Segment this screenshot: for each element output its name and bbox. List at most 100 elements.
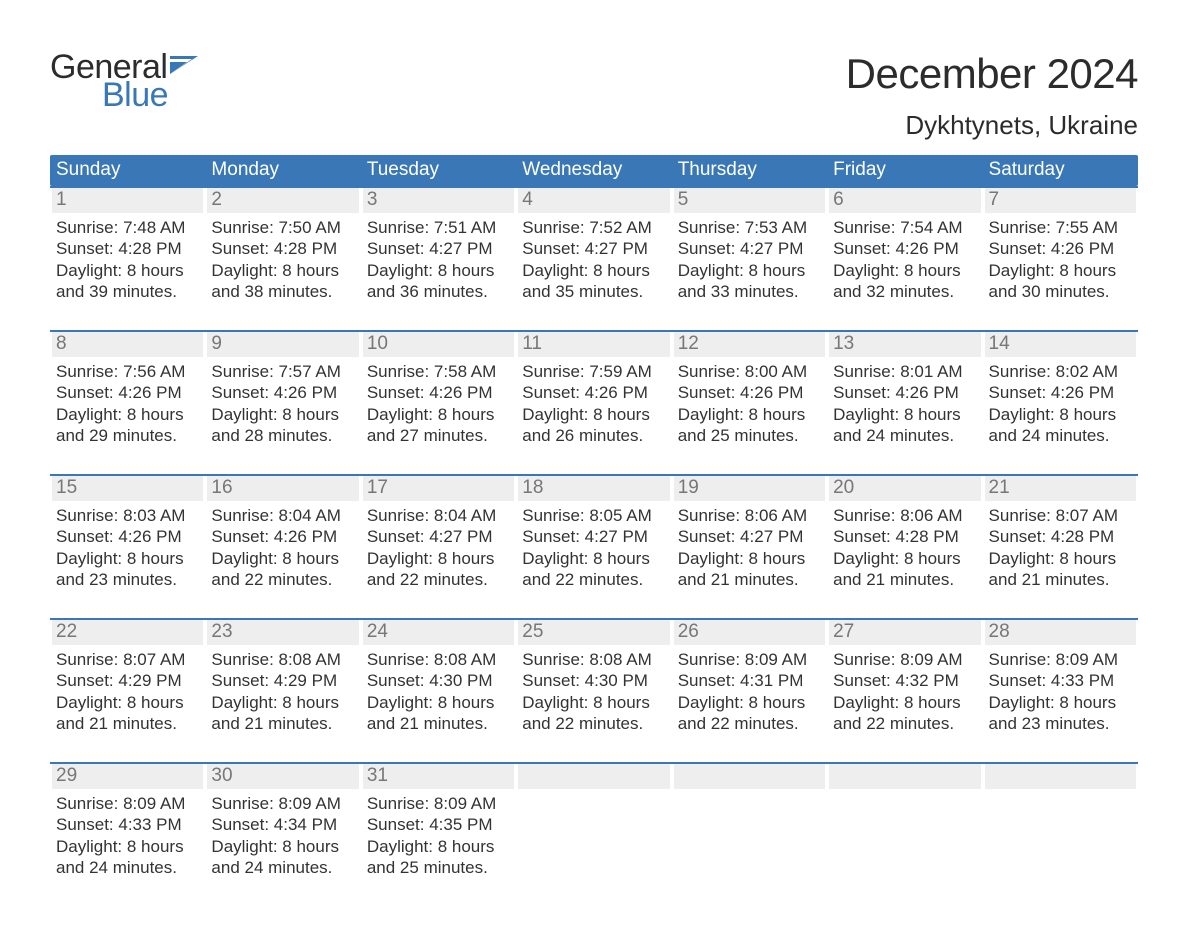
daylight-line-2: and 21 minutes. xyxy=(985,569,1136,590)
calendar-day: 14Sunrise: 8:02 AMSunset: 4:26 PMDayligh… xyxy=(983,332,1138,462)
sunrise-line: Sunrise: 7:55 AM xyxy=(985,217,1136,238)
daylight-line-1: Daylight: 8 hours xyxy=(985,692,1136,713)
sunset-line: Sunset: 4:26 PM xyxy=(207,526,358,547)
header: General Blue December 2024 Dykhtynets, U… xyxy=(50,50,1138,141)
sunrise-line: Sunrise: 8:01 AM xyxy=(829,361,980,382)
day-number: 26 xyxy=(674,620,825,645)
day-number: 15 xyxy=(52,476,203,501)
calendar-day: 25Sunrise: 8:08 AMSunset: 4:30 PMDayligh… xyxy=(516,620,671,750)
daylight-line-2: and 22 minutes. xyxy=(518,713,669,734)
weekday-header: Sunday Monday Tuesday Wednesday Thursday… xyxy=(50,155,1138,186)
daylight-line-1: Daylight: 8 hours xyxy=(52,836,203,857)
calendar-day: 30Sunrise: 8:09 AMSunset: 4:34 PMDayligh… xyxy=(205,764,360,894)
day-number: 29 xyxy=(52,764,203,789)
title-block: December 2024 Dykhtynets, Ukraine xyxy=(846,50,1138,141)
calendar-day: 21Sunrise: 8:07 AMSunset: 4:28 PMDayligh… xyxy=(983,476,1138,606)
sunrise-line: Sunrise: 7:58 AM xyxy=(363,361,514,382)
day-number: 3 xyxy=(363,188,514,213)
sunrise-line: Sunrise: 8:07 AM xyxy=(52,649,203,670)
daylight-line-1: Daylight: 8 hours xyxy=(518,260,669,281)
sunrise-line: Sunrise: 8:09 AM xyxy=(207,793,358,814)
sunset-line: Sunset: 4:35 PM xyxy=(363,814,514,835)
sunset-line: Sunset: 4:26 PM xyxy=(363,382,514,403)
day-number: 22 xyxy=(52,620,203,645)
calendar-day: 13Sunrise: 8:01 AMSunset: 4:26 PMDayligh… xyxy=(827,332,982,462)
sunrise-line: Sunrise: 7:59 AM xyxy=(518,361,669,382)
day-number: 13 xyxy=(829,332,980,357)
daylight-line-2: and 21 minutes. xyxy=(52,713,203,734)
daylight-line-2: and 23 minutes. xyxy=(985,713,1136,734)
weekday-thursday: Thursday xyxy=(672,155,827,186)
daylight-line-1: Daylight: 8 hours xyxy=(518,404,669,425)
sunset-line: Sunset: 4:26 PM xyxy=(52,526,203,547)
day-number: 27 xyxy=(829,620,980,645)
daylight-line-2: and 22 minutes. xyxy=(829,713,980,734)
calendar-day: 18Sunrise: 8:05 AMSunset: 4:27 PMDayligh… xyxy=(516,476,671,606)
daylight-line-2: and 24 minutes. xyxy=(985,425,1136,446)
daylight-line-1: Daylight: 8 hours xyxy=(985,548,1136,569)
calendar-day: 7Sunrise: 7:55 AMSunset: 4:26 PMDaylight… xyxy=(983,188,1138,318)
weekday-sunday: Sunday xyxy=(50,155,205,186)
daylight-line-1: Daylight: 8 hours xyxy=(207,548,358,569)
daylight-line-1: Daylight: 8 hours xyxy=(52,260,203,281)
daylight-line-2: and 32 minutes. xyxy=(829,281,980,302)
daylight-line-1: Daylight: 8 hours xyxy=(518,692,669,713)
calendar-day: 22Sunrise: 8:07 AMSunset: 4:29 PMDayligh… xyxy=(50,620,205,750)
calendar-week: 22Sunrise: 8:07 AMSunset: 4:29 PMDayligh… xyxy=(50,618,1138,750)
daylight-line-1: Daylight: 8 hours xyxy=(674,548,825,569)
daylight-line-1: Daylight: 8 hours xyxy=(207,260,358,281)
calendar-day: 11Sunrise: 7:59 AMSunset: 4:26 PMDayligh… xyxy=(516,332,671,462)
sunset-line: Sunset: 4:30 PM xyxy=(363,670,514,691)
daylight-line-2: and 22 minutes. xyxy=(674,713,825,734)
day-number xyxy=(674,764,825,789)
daylight-line-2: and 24 minutes. xyxy=(52,857,203,878)
weekday-monday: Monday xyxy=(205,155,360,186)
sunrise-line: Sunrise: 7:57 AM xyxy=(207,361,358,382)
sunrise-line: Sunrise: 8:04 AM xyxy=(207,505,358,526)
sunrise-line: Sunrise: 7:50 AM xyxy=(207,217,358,238)
calendar-day: 29Sunrise: 8:09 AMSunset: 4:33 PMDayligh… xyxy=(50,764,205,894)
daylight-line-2: and 21 minutes. xyxy=(207,713,358,734)
day-number: 10 xyxy=(363,332,514,357)
daylight-line-2: and 26 minutes. xyxy=(518,425,669,446)
sunset-line: Sunset: 4:27 PM xyxy=(363,238,514,259)
daylight-line-1: Daylight: 8 hours xyxy=(985,404,1136,425)
day-number: 5 xyxy=(674,188,825,213)
weekday-wednesday: Wednesday xyxy=(516,155,671,186)
sunrise-line: Sunrise: 7:52 AM xyxy=(518,217,669,238)
day-number: 17 xyxy=(363,476,514,501)
daylight-line-2: and 35 minutes. xyxy=(518,281,669,302)
brand-word-2: Blue xyxy=(102,78,200,112)
daylight-line-2: and 24 minutes. xyxy=(829,425,980,446)
day-number xyxy=(518,764,669,789)
daylight-line-1: Daylight: 8 hours xyxy=(363,692,514,713)
sunset-line: Sunset: 4:33 PM xyxy=(985,670,1136,691)
sunrise-line: Sunrise: 8:06 AM xyxy=(674,505,825,526)
weeks-container: 1Sunrise: 7:48 AMSunset: 4:28 PMDaylight… xyxy=(50,186,1138,894)
sunset-line: Sunset: 4:28 PM xyxy=(829,526,980,547)
sunrise-line: Sunrise: 8:09 AM xyxy=(363,793,514,814)
location-label: Dykhtynets, Ukraine xyxy=(846,110,1138,141)
page-title: December 2024 xyxy=(846,50,1138,98)
calendar-day xyxy=(983,764,1138,894)
sunset-line: Sunset: 4:32 PM xyxy=(829,670,980,691)
daylight-line-2: and 29 minutes. xyxy=(52,425,203,446)
sunset-line: Sunset: 4:26 PM xyxy=(829,382,980,403)
calendar-day: 8Sunrise: 7:56 AMSunset: 4:26 PMDaylight… xyxy=(50,332,205,462)
daylight-line-2: and 27 minutes. xyxy=(363,425,514,446)
sunset-line: Sunset: 4:26 PM xyxy=(829,238,980,259)
sunset-line: Sunset: 4:26 PM xyxy=(52,382,203,403)
sunrise-line: Sunrise: 8:02 AM xyxy=(985,361,1136,382)
sunset-line: Sunset: 4:28 PM xyxy=(207,238,358,259)
calendar-day: 2Sunrise: 7:50 AMSunset: 4:28 PMDaylight… xyxy=(205,188,360,318)
day-number: 23 xyxy=(207,620,358,645)
calendar-day: 16Sunrise: 8:04 AMSunset: 4:26 PMDayligh… xyxy=(205,476,360,606)
day-number: 6 xyxy=(829,188,980,213)
sunset-line: Sunset: 4:26 PM xyxy=(674,382,825,403)
daylight-line-1: Daylight: 8 hours xyxy=(518,548,669,569)
calendar-day xyxy=(827,764,982,894)
sunrise-line: Sunrise: 8:03 AM xyxy=(52,505,203,526)
calendar-day: 26Sunrise: 8:09 AMSunset: 4:31 PMDayligh… xyxy=(672,620,827,750)
sunset-line: Sunset: 4:28 PM xyxy=(52,238,203,259)
daylight-line-2: and 22 minutes. xyxy=(363,569,514,590)
